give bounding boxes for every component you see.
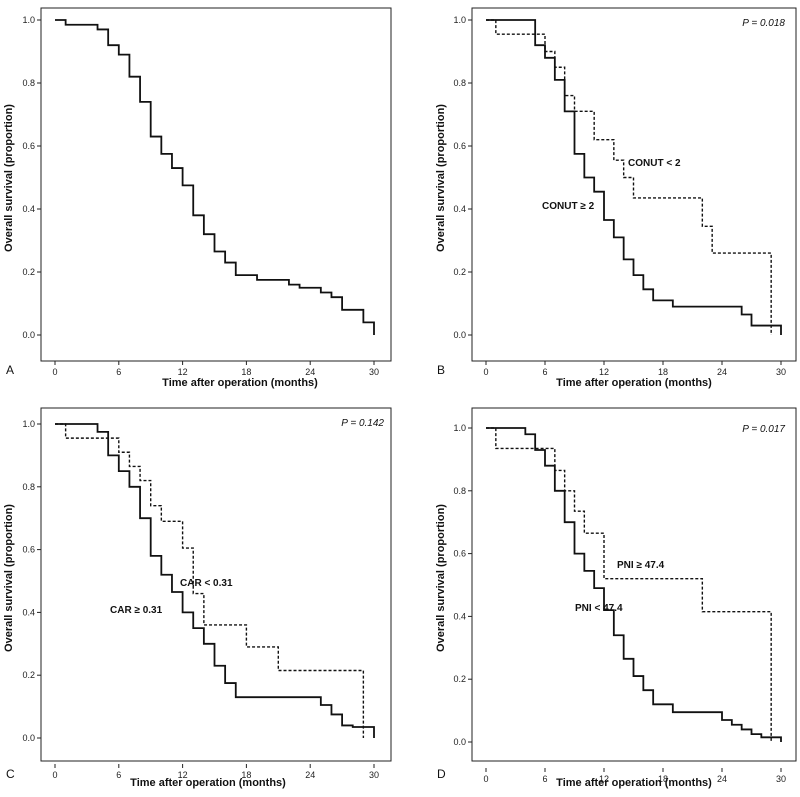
x-tick-label: 24 — [717, 367, 727, 377]
panel-b: 0 6 12 18 24 30 0.0 0.2 0.4 0.6 0.8 1.0 P = 0.018 C… — [435, 7, 797, 389]
x-tick-label: 30 — [776, 774, 786, 784]
axis-ticks: 0 6 12 18 24 30 0.0 0.2 0.4 0.6 0.8 1.0 — [453, 423, 786, 784]
plot-frame — [40, 7, 392, 362]
y-tick-label: 0.6 — [453, 549, 466, 559]
y-tick-label: 0.2 — [453, 267, 466, 277]
survival-curve-dashed — [55, 423, 365, 738]
group-label-car-low: CAR < 0.31 — [180, 578, 233, 589]
x-tick-label: 30 — [369, 770, 379, 780]
survival-curves — [486, 427, 782, 742]
y-tick-label: 0.2 — [453, 674, 466, 684]
survival-curve-dashed — [486, 19, 772, 335]
survival-curve-solid — [55, 19, 375, 335]
x-tick-label: 18 — [241, 770, 251, 780]
y-tick-label: 0.8 — [453, 78, 466, 88]
y-tick-label: 0.0 — [22, 733, 35, 743]
group-label-conut-low: CONUT < 2 — [628, 158, 681, 169]
y-axis-label: Overall survival (proportion) — [3, 104, 15, 252]
y-tick-label: 0.6 — [453, 141, 466, 151]
x-tick-label: 0 — [52, 770, 57, 780]
x-tick-label: 18 — [658, 774, 668, 784]
axis-ticks: 0 6 12 18 24 30 0.0 0.2 0.4 0.6 0.8 1.0 — [22, 15, 379, 377]
y-tick-label: 0.6 — [22, 545, 35, 555]
p-value: P = 0.142 — [341, 418, 384, 429]
panel-letter: C — [6, 767, 15, 781]
x-axis-label: Time after operation (months) — [556, 377, 712, 389]
y-tick-label: 0.2 — [22, 670, 35, 680]
plot-frame — [40, 407, 392, 762]
y-tick-label: 0.8 — [453, 486, 466, 496]
y-tick-label: 1.0 — [453, 15, 466, 25]
panel-d: 0 6 12 18 24 30 0.0 0.2 0.4 0.6 0.8 1.0 P = 0.017 P… — [435, 407, 797, 789]
group-label-pni-high: PNI ≥ 47.4 — [617, 560, 665, 571]
x-tick-label: 6 — [116, 770, 121, 780]
x-axis-label: Time after operation (months) — [162, 377, 318, 389]
y-tick-label: 1.0 — [22, 15, 35, 25]
y-tick-label: 0.8 — [22, 78, 35, 88]
p-value: P = 0.017 — [742, 424, 785, 435]
group-label-car-high: CAR ≥ 0.31 — [110, 605, 163, 616]
y-axis-label: Overall survival (proportion) — [3, 504, 15, 652]
p-value: P = 0.018 — [742, 18, 785, 29]
survival-curves — [486, 19, 782, 335]
x-tick-label: 0 — [483, 774, 488, 784]
panel-a: 0 6 12 18 24 30 0.0 0.2 0.4 0.6 0.8 1.0 Time after … — [3, 7, 392, 389]
plot-frame — [471, 7, 797, 362]
y-tick-label: 0.4 — [453, 204, 466, 214]
group-label-conut-high: CONUT ≥ 2 — [542, 201, 595, 212]
x-tick-label: 30 — [369, 367, 379, 377]
y-tick-label: 0.4 — [22, 204, 35, 214]
panel-letter: D — [437, 767, 446, 781]
survival-curves — [55, 19, 375, 335]
axis-ticks: 0 6 12 18 24 30 0.0 0.2 0.4 0.6 0.8 1.0 — [453, 15, 786, 377]
panel-letter: B — [437, 363, 445, 377]
x-tick-label: 24 — [305, 770, 315, 780]
x-tick-label: 0 — [483, 367, 488, 377]
y-tick-label: 1.0 — [22, 419, 35, 429]
y-tick-label: 0.4 — [22, 607, 35, 617]
survival-curve-solid — [486, 19, 782, 335]
x-tick-label: 30 — [776, 367, 786, 377]
x-tick-label: 6 — [116, 367, 121, 377]
survival-curve-dashed — [486, 427, 772, 742]
x-tick-label: 6 — [542, 367, 547, 377]
x-tick-label: 12 — [178, 367, 188, 377]
y-tick-label: 0.0 — [22, 330, 35, 340]
axis-ticks: 0 6 12 18 24 30 0.0 0.2 0.4 0.6 0.8 1.0 — [22, 419, 379, 780]
y-tick-label: 0.8 — [22, 482, 35, 492]
x-tick-label: 18 — [241, 367, 251, 377]
y-tick-label: 1.0 — [453, 423, 466, 433]
x-tick-label: 18 — [658, 367, 668, 377]
x-tick-label: 24 — [305, 367, 315, 377]
x-tick-label: 0 — [52, 367, 57, 377]
survival-curve-solid — [55, 423, 375, 738]
y-tick-label: 0.6 — [22, 141, 35, 151]
y-tick-label: 0.0 — [453, 737, 466, 747]
x-tick-label: 24 — [717, 774, 727, 784]
y-tick-label: 0.2 — [22, 267, 35, 277]
y-tick-label: 0.0 — [453, 330, 466, 340]
x-axis-label: Time after operation (months) — [130, 777, 286, 789]
y-axis-label: Overall survival (proportion) — [435, 104, 447, 252]
x-tick-label: 12 — [599, 774, 609, 784]
panel-letter: A — [6, 363, 14, 377]
x-tick-label: 6 — [542, 774, 547, 784]
survival-curves — [55, 423, 375, 738]
x-tick-label: 12 — [599, 367, 609, 377]
panel-c: 0 6 12 18 24 30 0.0 0.2 0.4 0.6 0.8 1.0 P = 0.142 C… — [3, 407, 392, 789]
survival-curve-solid — [486, 427, 782, 742]
x-axis-label: Time after operation (months) — [556, 777, 712, 789]
plot-frame — [471, 407, 797, 762]
x-tick-label: 12 — [178, 770, 188, 780]
group-label-pni-low: PNI < 47.4 — [575, 603, 623, 614]
y-axis-label: Overall survival (proportion) — [435, 504, 447, 652]
y-tick-label: 0.4 — [453, 611, 466, 621]
